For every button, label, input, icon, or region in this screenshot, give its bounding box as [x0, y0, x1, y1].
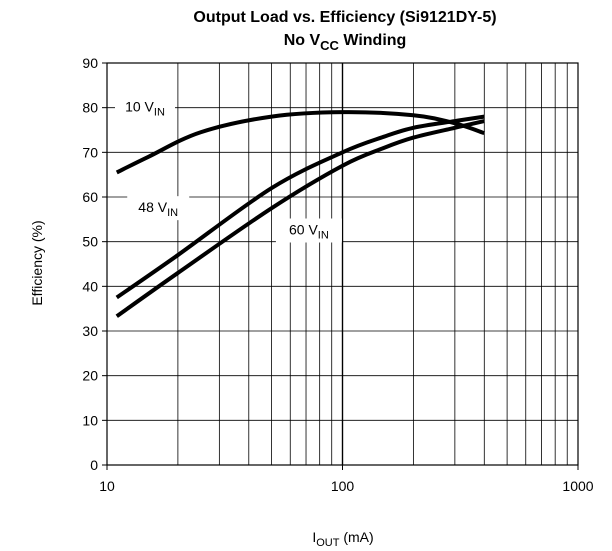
- series-label-bg: [115, 95, 176, 120]
- series-label-60vin: 60 VIN: [289, 222, 329, 242]
- y-tick-label: 60: [82, 189, 98, 205]
- y-axis-label: Efficiency (%): [29, 220, 45, 305]
- x-axis-label: IOUT (mA): [312, 529, 373, 549]
- y-tick-label: 70: [82, 144, 98, 160]
- chart-title-line1: Output Load vs. Efficiency (Si9121DY-5): [193, 9, 496, 26]
- y-tick-label: 30: [82, 323, 98, 339]
- y-tick-label: 90: [82, 55, 98, 71]
- y-tick-label: 10: [82, 412, 98, 428]
- series-60vin-line: [115, 119, 485, 318]
- y-tick-label: 40: [82, 278, 98, 294]
- y-tick-label: 50: [82, 234, 98, 250]
- x-tick-label: 100: [331, 478, 355, 494]
- series-labels: 10 VIN 48 VIN 60 VIN: [115, 95, 342, 243]
- grid: [107, 63, 578, 465]
- chart-title-line2: No VCC Winding: [284, 32, 407, 53]
- y-tick-label: 20: [82, 368, 98, 384]
- x-tick-label: 1000: [562, 478, 593, 494]
- series-10vin-line: [115, 110, 485, 175]
- x-tick-label: 10: [99, 478, 115, 494]
- series-label-10vin: 10 VIN: [125, 99, 165, 119]
- y-tick-label: 80: [82, 100, 98, 116]
- series-label-bg: [127, 196, 190, 221]
- series-48vin-line: [115, 114, 485, 300]
- series-label-bg: [275, 218, 342, 243]
- y-tick-label: 0: [90, 457, 98, 473]
- series-lines: [115, 110, 485, 318]
- series-label-48vin: 48 VIN: [138, 199, 178, 219]
